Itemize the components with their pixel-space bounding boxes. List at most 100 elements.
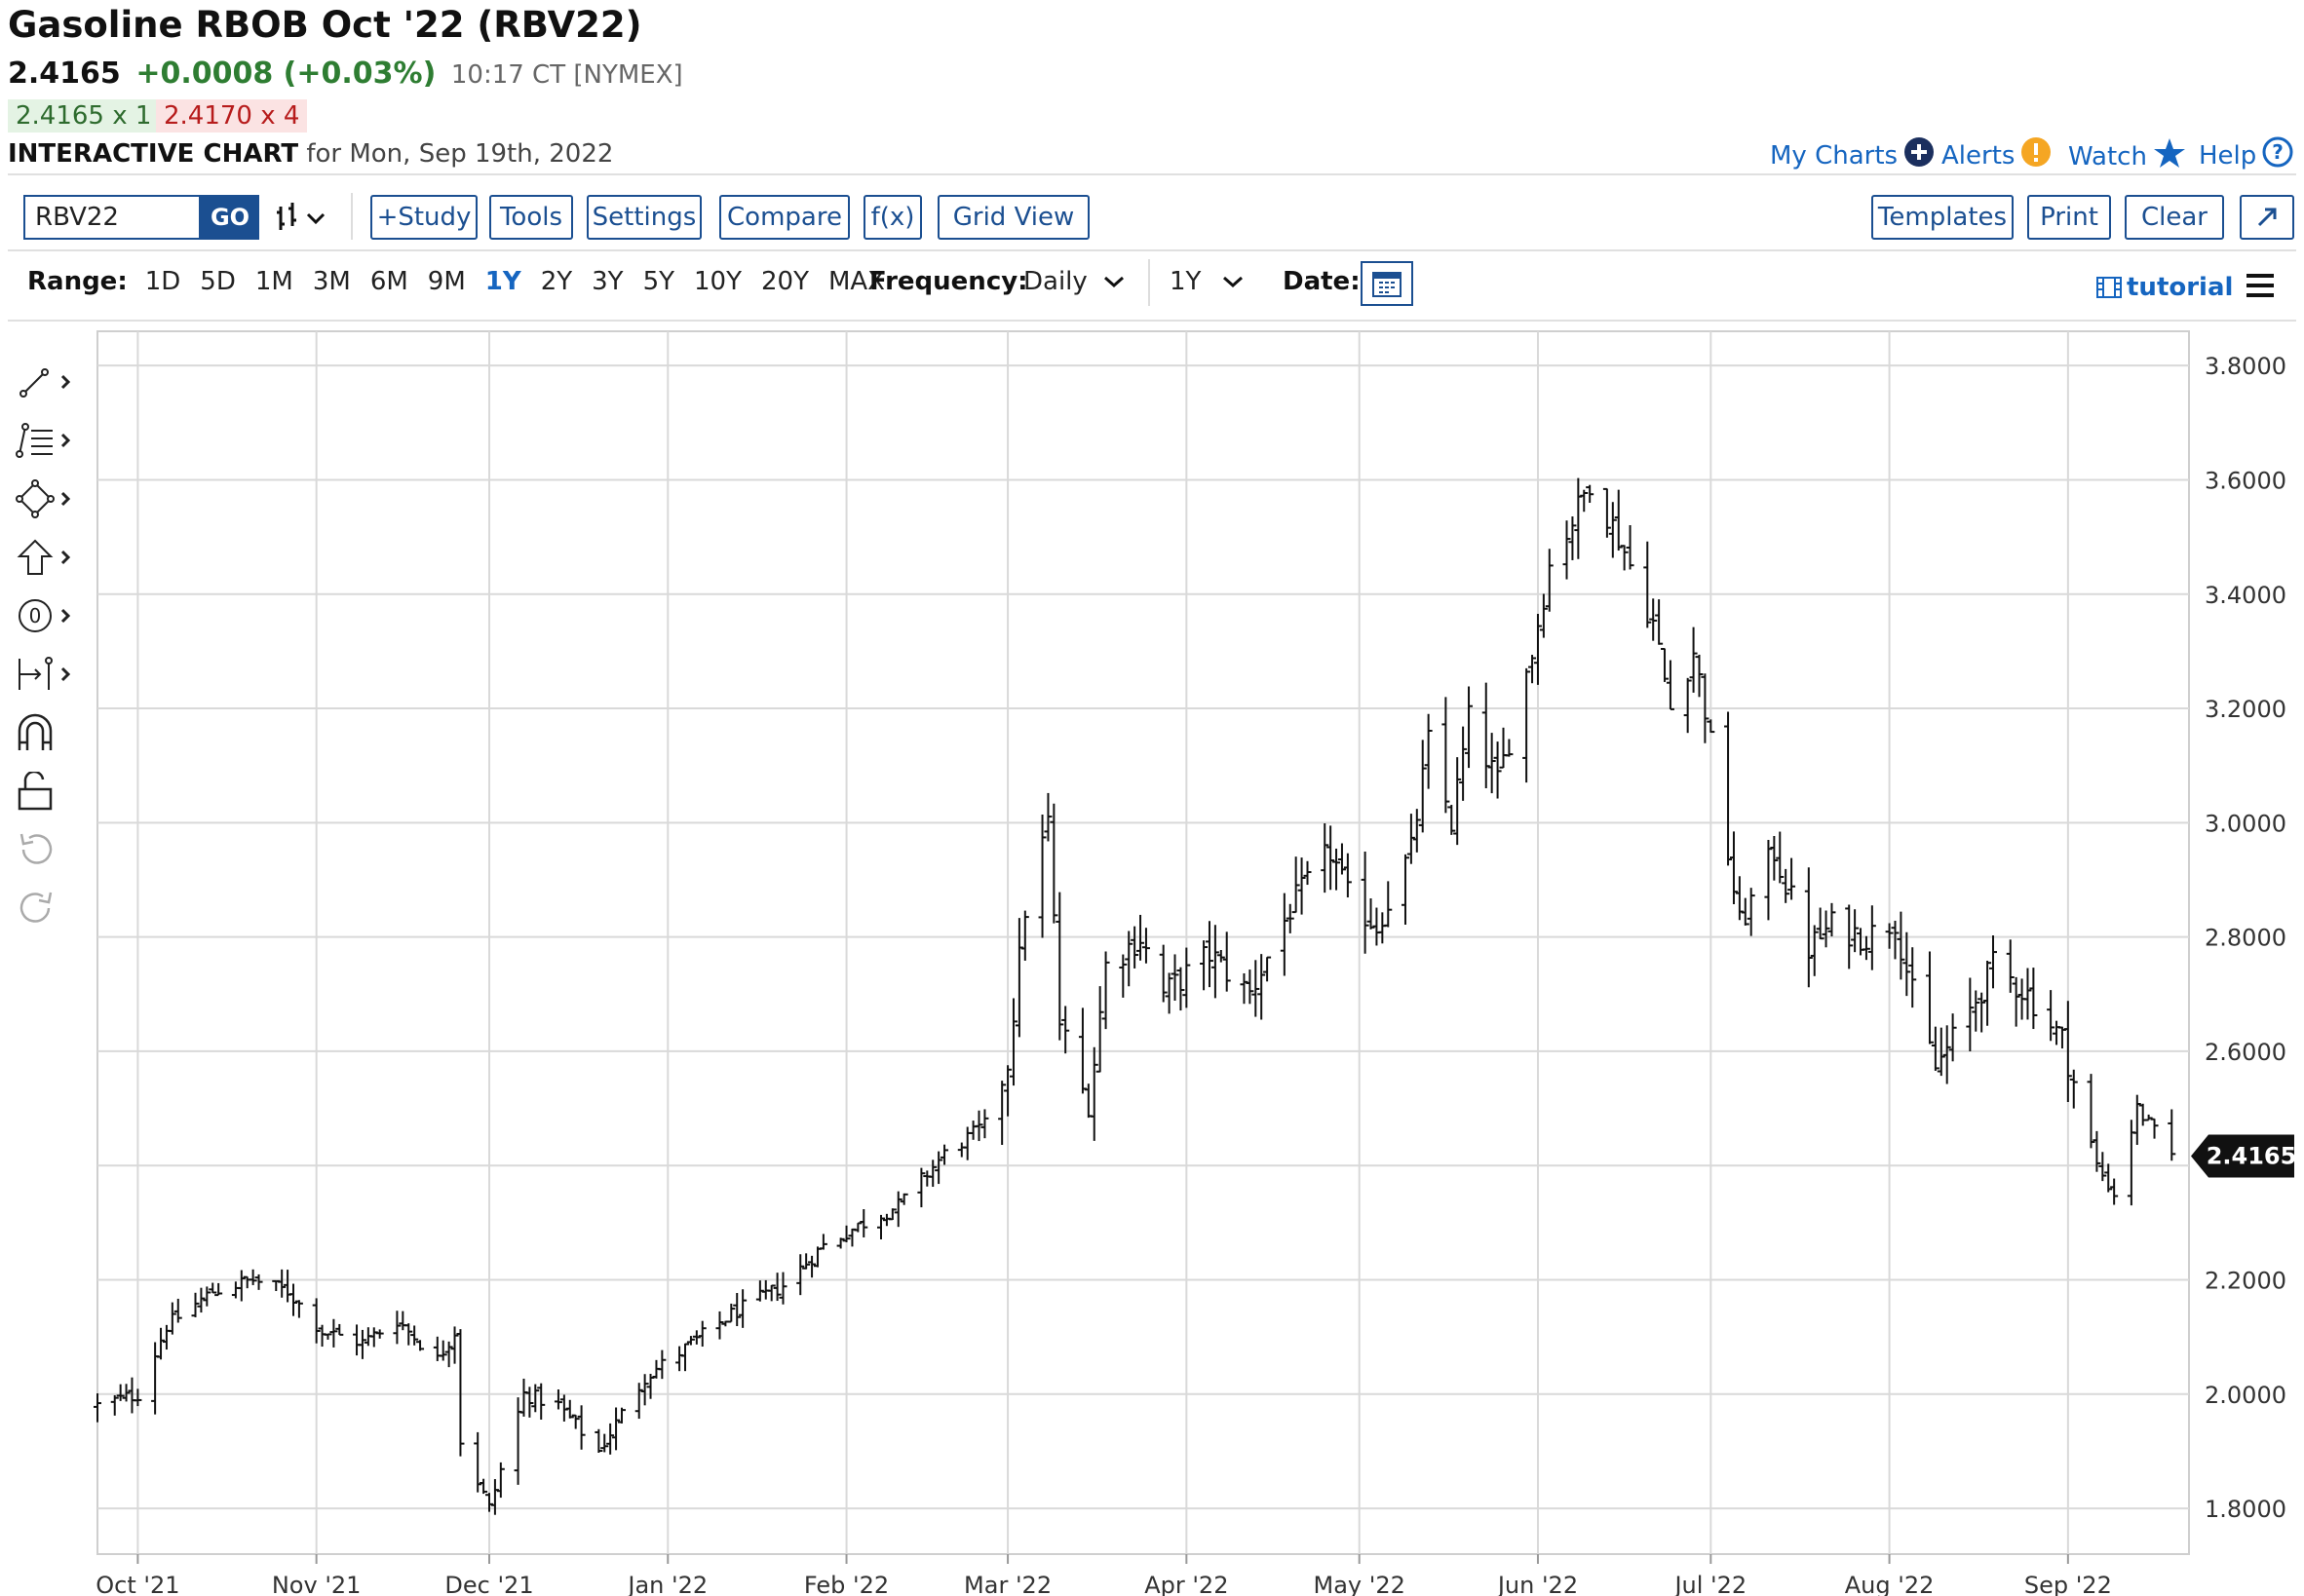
x-tick-label: Apr '22 — [1144, 1572, 1228, 1596]
undo-button[interactable] — [16, 830, 76, 869]
tutorial-link[interactable]: tutorial — [2095, 273, 2233, 302]
chart-label-title: INTERACTIVE CHART — [8, 139, 299, 169]
my-charts-link[interactable]: My Charts — [1770, 136, 1935, 174]
ohlc-bar-icon — [277, 203, 326, 230]
settings-button[interactable]: Settings — [587, 195, 702, 240]
measure-tool-icon — [19, 657, 71, 690]
x-tick-label: Dec '21 — [444, 1572, 533, 1596]
range-divider-line — [8, 320, 2296, 322]
fx-button[interactable]: f(x) — [864, 195, 922, 240]
instrument-title: Gasoline RBOB Oct '22 (RBV22) — [8, 4, 642, 46]
range-1y[interactable]: 1Y — [484, 267, 521, 296]
range-max[interactable]: MAX — [827, 267, 885, 296]
watch-label: Watch — [2068, 141, 2147, 171]
last-price-label: 2.4165 — [2207, 1143, 2297, 1170]
redo-icon — [19, 892, 53, 923]
my-charts-label: My Charts — [1770, 140, 1899, 171]
range-9m[interactable]: 9M — [427, 267, 466, 296]
watch-link[interactable]: Watch — [2068, 136, 2186, 176]
svg-text:0: 0 — [29, 604, 42, 627]
x-tick-label: Mar '22 — [964, 1572, 1052, 1596]
symbol-input[interactable] — [23, 195, 201, 240]
magnet-icon — [18, 713, 53, 750]
hamburger-menu-icon — [2246, 274, 2274, 297]
price-change: +0.0008 (+0.03%) — [135, 57, 437, 91]
redo-button[interactable] — [16, 889, 76, 928]
y-tick-label: 2.0000 — [2205, 1382, 2286, 1409]
arrow-tool-icon — [17, 539, 71, 575]
last-price: 2.4165 — [8, 57, 121, 91]
magnet-button[interactable] — [16, 713, 76, 752]
x-tick-label: May '22 — [1313, 1572, 1404, 1596]
period-dropdown[interactable]: 1Y — [1170, 267, 1248, 296]
line-tool-button[interactable] — [16, 362, 76, 401]
fib-tool-button[interactable] — [16, 421, 76, 460]
templates-button[interactable]: Templates — [1871, 195, 2014, 240]
calendar-icon — [1372, 272, 1402, 297]
star-icon — [2153, 136, 2186, 176]
y-tick-label: 2.2000 — [2205, 1268, 2286, 1295]
y-tick-label: 3.6000 — [2205, 467, 2286, 494]
last-price-flag — [2191, 1134, 2294, 1178]
y-tick-label: 2.6000 — [2205, 1039, 2286, 1066]
y-tick-label: 3.2000 — [2205, 696, 2286, 723]
arrow-tool-button[interactable] — [16, 538, 76, 577]
x-tick-label: Jul '22 — [1672, 1572, 1747, 1596]
chevron-down-icon — [1103, 276, 1124, 288]
date-picker-button[interactable] — [1361, 261, 1413, 306]
grid-view-button[interactable]: Grid View — [938, 195, 1090, 240]
fib-tool-icon — [16, 423, 71, 458]
tools-button[interactable]: Tools — [489, 195, 573, 240]
annotation-tool-button[interactable]: 0 — [16, 596, 76, 635]
alerts-link[interactable]: Alerts — [1941, 136, 2052, 174]
y-tick-label: 3.4000 — [2205, 582, 2286, 609]
y-tick-label: 2.8000 — [2205, 925, 2286, 952]
frequency-dropdown[interactable]: Daily — [1023, 267, 1129, 296]
x-tick-label: Feb '22 — [804, 1572, 889, 1596]
x-tick-label: Nov '21 — [272, 1572, 362, 1596]
last-price-marker: 2.4165 — [2191, 1134, 2297, 1178]
print-button[interactable]: Print — [2027, 195, 2111, 240]
chart-label-date: for Mon, Sep 19th, 2022 — [306, 139, 614, 169]
x-tick-label: Oct '21 — [96, 1572, 179, 1596]
toolbar-divider — [351, 193, 353, 240]
expand-button[interactable] — [2240, 195, 2294, 240]
header-divider — [8, 173, 2296, 175]
range-2y[interactable]: 2Y — [540, 267, 573, 296]
range-3m[interactable]: 3M — [312, 267, 351, 296]
y-tick-label: 3.8000 — [2205, 353, 2286, 380]
lock-button[interactable] — [16, 770, 76, 811]
measure-tool-button[interactable] — [16, 655, 76, 694]
help-icon: ? — [2262, 136, 2293, 174]
range-5y[interactable]: 5Y — [642, 267, 675, 296]
compare-button[interactable]: Compare — [719, 195, 850, 240]
y-tick-label: 3.0000 — [2205, 810, 2286, 837]
range-3y[interactable]: 3Y — [592, 267, 624, 296]
study-button[interactable]: +Study — [370, 195, 478, 240]
lock-icon — [18, 770, 53, 811]
range-1d[interactable]: 1D — [144, 267, 181, 296]
shape-tool-icon — [16, 479, 71, 518]
ohlc-bars — [94, 477, 2176, 1515]
y-tick-label: 1.8000 — [2205, 1496, 2286, 1523]
x-tick-label: Aug '22 — [1845, 1572, 1935, 1596]
menu-button[interactable] — [2244, 271, 2277, 304]
go-button[interactable]: GO — [201, 195, 259, 240]
shape-tool-button[interactable] — [16, 479, 76, 518]
range-20y[interactable]: 20Y — [760, 267, 809, 296]
range-5d[interactable]: 5D — [200, 267, 236, 296]
range-10y[interactable]: 10Y — [694, 267, 742, 296]
period-value: 1Y — [1170, 267, 1202, 296]
range-6m[interactable]: 6M — [369, 267, 408, 296]
ask-badge: 2.4170 x 4 — [156, 99, 308, 133]
tutorial-label: tutorial — [2127, 273, 2234, 302]
date-label: Date: — [1283, 267, 1361, 296]
bar-type-dropdown[interactable] — [275, 199, 335, 238]
range-1m[interactable]: 1M — [254, 267, 293, 296]
help-link[interactable]: Help ? — [2199, 136, 2293, 174]
svg-text:?: ? — [2272, 140, 2284, 164]
alert-icon — [2020, 136, 2052, 174]
clear-button[interactable]: Clear — [2125, 195, 2224, 240]
alerts-label: Alerts — [1941, 140, 2016, 171]
